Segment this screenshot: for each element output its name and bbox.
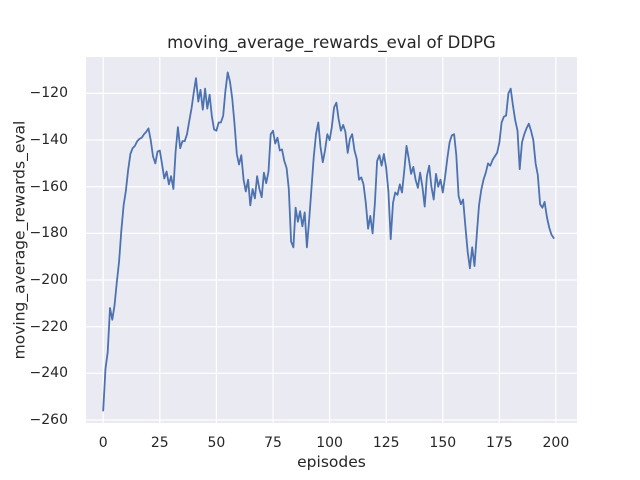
y-tick-label: −180 [29, 225, 68, 242]
x-tick-label: 0 [98, 435, 108, 451]
y-tick-label: −140 [29, 132, 68, 148]
y-tick-label: −120 [29, 85, 68, 102]
y-tick-label: −240 [29, 365, 68, 382]
y-tick-label: −260 [29, 412, 68, 428]
x-tick-label: 175 [486, 435, 513, 451]
y-tick-label: −160 [29, 178, 68, 195]
x-tick-label: 50 [207, 435, 226, 451]
x-tick-label: 100 [316, 435, 343, 451]
x-tick-label: 125 [372, 435, 400, 451]
plot-area [86, 57, 577, 423]
x-tick-label: 75 [264, 435, 282, 451]
y-tick-labels: −120 −140 −160 −180 −200 −220 −240 −260 [0, 0, 86, 480]
x-tick-label: 200 [542, 435, 570, 451]
y-tick-label: −200 [29, 272, 68, 288]
x-tick-labels: 0 25 50 75 100 125 150 175 200 [0, 434, 640, 454]
chart-title: moving_average_rewards_eval of DDPG [167, 33, 496, 52]
x-tick-label: 150 [429, 435, 457, 451]
x-axis-label: episodes [297, 453, 366, 471]
y-tick-label: −220 [29, 318, 68, 335]
x-tick-label: 25 [150, 435, 169, 451]
axes-background [86, 57, 577, 423]
data-series-line [102, 71, 555, 412]
